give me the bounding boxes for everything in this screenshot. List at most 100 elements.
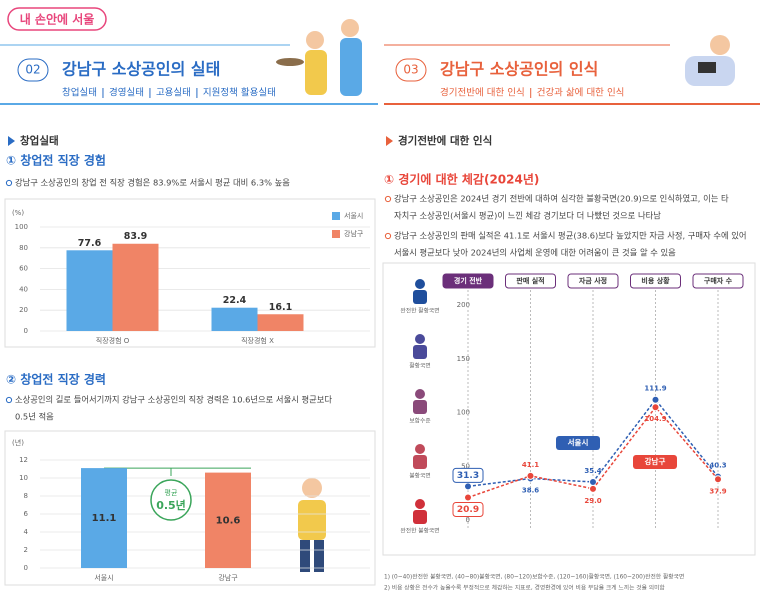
tab: 건강과 삶에 대한 인식	[537, 88, 625, 99]
value-label: 35.4	[584, 467, 601, 475]
value-label: 77.6	[78, 238, 102, 249]
body-text: 서울시 평균보다 낮아 2024년의 사업체 운영에 대한 어려움이 큰 것을 …	[394, 248, 676, 258]
section-number: 03	[403, 63, 418, 77]
y-tick-label: 60	[19, 265, 28, 273]
y-tick-label: 200	[457, 301, 470, 309]
y-tick-label: 100	[457, 409, 470, 417]
value-label: 40.3	[709, 462, 726, 470]
level-label: 완전한 불황국면	[400, 527, 439, 535]
bar	[211, 307, 258, 331]
value-label: 41.1	[522, 461, 539, 469]
subheading: ① 경기에 대한 체감(2024년)	[384, 172, 539, 187]
y-tick-label: 100	[15, 223, 28, 231]
bar	[66, 250, 113, 331]
value-label: 10.6	[216, 515, 241, 526]
chart-box	[382, 262, 756, 556]
point	[589, 484, 597, 493]
legend-label: 서울시	[568, 437, 589, 447]
legend-label: 강남구	[645, 456, 666, 466]
category-tag	[567, 273, 619, 289]
header-bg	[0, 0, 760, 108]
level-icon	[413, 400, 427, 414]
y-tick-label: 80	[19, 244, 28, 252]
bar	[205, 472, 251, 568]
body-text: 강남구 소상공인의 창업 전 직장 경험은 83.9%로 서울시 평균 대비 6…	[15, 178, 290, 188]
y-tick-label: 0	[24, 564, 28, 572]
y-tick-label: 12	[19, 456, 28, 464]
category-tag	[630, 273, 681, 289]
y-tick-label: 40	[19, 285, 28, 293]
point	[651, 395, 660, 404]
level-icon	[415, 334, 425, 344]
heading: 창업실태	[20, 134, 59, 147]
value-label: 104.9	[644, 415, 666, 423]
tab: 지원정책 활용실태	[203, 87, 276, 99]
y-tick-label: 20	[19, 306, 28, 314]
body-text: 강남구 소상공인의 판매 실적은 41.1로 서울시 평균(38.6)보다 높았…	[394, 231, 747, 241]
level-label: 활황국면	[409, 362, 430, 370]
level-icon	[415, 499, 425, 509]
section-badge	[395, 58, 427, 82]
value-label: 38.6	[522, 487, 539, 495]
x-tick-label: 구매자 수	[704, 276, 733, 285]
category-tag	[692, 273, 744, 289]
point	[464, 482, 472, 491]
legend-swatch	[332, 230, 340, 238]
marker	[8, 136, 15, 146]
tab: 경기전반에 대한 인식	[440, 87, 525, 99]
subheading: ② 창업전 직장 경력	[6, 372, 106, 387]
body-text: 자치구 소상공인(서울시 평균)이 느낀 체감 경기보다 더 나빴던 것으로 나…	[394, 211, 661, 221]
chart-box	[4, 198, 376, 348]
label-box	[452, 467, 484, 483]
point	[714, 475, 722, 484]
bar	[257, 314, 304, 331]
x-tick-label: 강남구	[218, 573, 238, 582]
annotation-badge	[150, 479, 192, 521]
level-icon	[413, 345, 427, 359]
level-icon	[413, 510, 427, 524]
point	[651, 403, 660, 412]
body-text: 소상공인의 길로 들어서기까지 강남구 소상공인의 직장 경력은 10.6년으로…	[15, 395, 332, 405]
legend-tag	[633, 455, 677, 469]
value-label: 83.9	[124, 231, 147, 242]
label-box	[452, 502, 484, 518]
x-tick-label: 경기 전반	[454, 276, 483, 285]
y-tick-label: 50	[461, 462, 470, 470]
bullet	[384, 232, 392, 240]
y-tick-label: 2	[24, 546, 28, 554]
section-badge	[17, 58, 49, 82]
bar	[81, 468, 127, 568]
level-label: 완전한 활황국면	[400, 307, 439, 315]
marker	[386, 136, 393, 146]
illustration	[276, 19, 735, 96]
value-label: 22.4	[223, 295, 247, 306]
illustration	[298, 478, 326, 572]
y-tick-label: 4	[24, 528, 29, 536]
legend-tag	[556, 436, 600, 450]
tab: 경영실태	[109, 87, 144, 99]
annotation: 0.5년	[156, 498, 186, 512]
level-label: 불황국면	[409, 472, 430, 480]
y-tick-label: 0	[24, 327, 28, 335]
legend-label: 서울시	[344, 211, 363, 220]
x-tick-label: 비용 상황	[641, 276, 670, 285]
y-tick-label: 8	[24, 492, 28, 500]
bullet	[5, 396, 13, 404]
value-label: 16.1	[269, 302, 292, 313]
y-unit: (%)	[12, 209, 24, 217]
tab: 고용실태	[156, 88, 191, 99]
x-tick-label: 서울시	[94, 573, 113, 582]
level-icon	[413, 455, 427, 469]
section-title: 강남구 소상공인의 인식	[440, 60, 598, 79]
subheading: ① 창업전 직장 경험	[6, 153, 106, 168]
value-label: 37.9	[709, 487, 726, 495]
legend-swatch	[332, 212, 340, 220]
category-tag	[442, 273, 494, 289]
heading: 경기전반에 대한 인식	[398, 134, 492, 147]
value-label: 111.9	[644, 385, 666, 393]
bullet	[5, 179, 13, 187]
body-text: 0.5년 적음	[15, 412, 54, 422]
level-icon	[415, 444, 425, 454]
level-icon	[413, 290, 427, 304]
